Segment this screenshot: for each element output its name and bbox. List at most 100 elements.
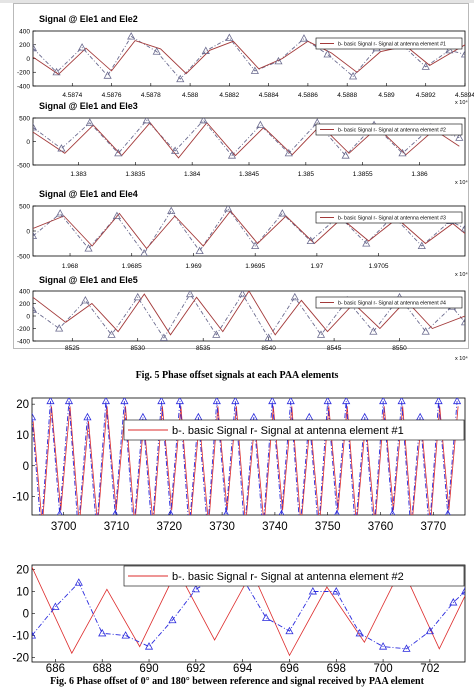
y-tick-label: -200 [17,70,30,77]
basic-signal-marker [334,509,340,515]
basic-signal-marker [453,398,462,405]
chart-panel-5: 20 10 0 -10 3700 3710 3720 3730 3740 3750 3760 3770… [12,397,466,533]
basic-signal-marker [323,49,332,58]
top-strip [0,0,474,3]
legend: b-. basic Signal r- Signal at antenna el… [123,419,465,441]
chart-panel-1: Signal @ Ele1 and Ele2 400 200 0 -200 -400 4.5… [17,14,474,106]
basic-signal-marker [308,587,317,595]
basic-signal-marker [112,211,122,220]
basic-signal-marker [81,295,90,304]
basic-signal-marker [460,587,465,595]
basic-signal-marker [85,118,94,126]
antenna-signal-line [33,210,465,250]
basic-signal-line [33,207,465,255]
basic-signal-marker [389,509,396,515]
y-tick-label: 0 [23,609,29,621]
x-tick-label: 1.383 [70,171,87,178]
basic-signal-marker [299,34,309,42]
basic-signal-marker [114,148,123,157]
basic-signal-marker [225,33,234,41]
basic-signal-marker [195,246,204,255]
basic-signal-marker [460,49,465,58]
basic-signal-marker [460,317,465,326]
basic-signal-marker [168,615,177,624]
x-tick-label: 1.9705 [369,263,389,270]
x-tick-label: 3720 [156,521,182,533]
basic-signal-marker [421,62,430,70]
y-tick-label: 0 [26,56,30,63]
x-tick-label: 1.969 [185,263,202,270]
basic-signal-marker [186,291,195,298]
basic-signal-marker [149,527,156,533]
x-tick-label: 3740 [262,521,288,533]
basic-signal-marker [152,47,161,55]
x-tick-label: 8550 [392,345,407,352]
basic-signal-marker [274,56,283,65]
x-tick-label: 8530 [130,345,145,352]
basic-signal-marker [355,628,364,637]
y-tick-label: -10 [12,631,29,643]
x-tick-label: 4.5892 [416,92,436,99]
y-tick-label: -20 [12,653,29,665]
x-tick-label: 8525 [65,345,80,352]
x-tick-label: 700 [373,663,392,675]
basic-signal-marker [297,527,304,533]
basic-signal-marker [186,527,193,533]
basic-signal-marker [251,241,260,250]
basic-signal-line [32,575,465,650]
chart-title: Signal @ Ele1 and Ele2 [39,14,138,24]
basic-signal-marker [278,209,287,217]
basic-signal-marker [285,626,294,635]
basic-signal-marker [33,305,38,313]
basic-signal-marker [32,412,37,421]
basic-signal-marker [78,43,87,51]
basic-signal-marker [238,291,247,298]
legend-box [315,211,463,224]
x-multiplier: x 10⁴ [455,179,468,186]
y-tick-label: -10 [12,492,29,504]
legend-text: b-. basic Signal r- Signal at antenna el… [172,571,404,583]
y-tick-label: 0 [26,139,30,146]
x-tick-label: 1.384 [184,171,201,178]
basic-signal-marker [212,398,221,405]
basic-signal-marker [348,71,358,80]
legend-text: b- basic Signal r- Signal at antenna ele… [338,216,446,222]
y-tick-label: -400 [17,338,30,345]
x-tick-label: 702 [420,663,439,675]
basic-signal-marker [261,613,271,621]
antenna-signal-line [32,406,459,515]
basic-signal-marker [167,509,174,515]
antenna-signal-line [33,121,460,159]
basic-signal-marker [32,631,37,639]
basic-signal-marker [460,224,465,232]
basic-signal-marker [449,598,458,606]
x-tick-label: 1.3845 [239,171,259,178]
antenna-signal-line [33,291,465,336]
basic-signal-marker [342,398,351,405]
basic-signal-marker [316,330,326,338]
basic-signal-marker [223,206,233,212]
basic-signal-marker [33,43,38,52]
basic-signal-marker [46,398,55,405]
legend: b-. basic Signal r- Signal at antenna el… [123,565,465,587]
x-tick-label: 4.588 [182,92,199,99]
basic-signal-marker [51,602,60,610]
basic-signal-marker [157,398,166,405]
basic-signal-marker [250,66,259,74]
basic-signal-marker [55,324,64,332]
basic-signal-marker [56,209,65,217]
y-tick-label: -500 [17,253,30,260]
legend: b- basic Signal r- Signal at antenna ele… [315,123,463,136]
basic-signal-marker [199,118,208,124]
x-tick-label: 4.589 [378,92,395,99]
y-tick-label: -400 [17,83,30,90]
basic-signal-marker [445,45,454,54]
x-tick-label: 3700 [51,521,77,533]
x-tick-label: 3770 [421,521,447,533]
basic-signal-marker [407,527,414,533]
legend: b- basic Signal r- Signal at antenna ele… [315,37,463,50]
basic-signal-line [33,293,465,339]
basic-signal-marker [434,398,443,405]
x-tick-label: 1.9685 [122,263,142,270]
x-multiplier: x 10⁴ [455,355,468,362]
